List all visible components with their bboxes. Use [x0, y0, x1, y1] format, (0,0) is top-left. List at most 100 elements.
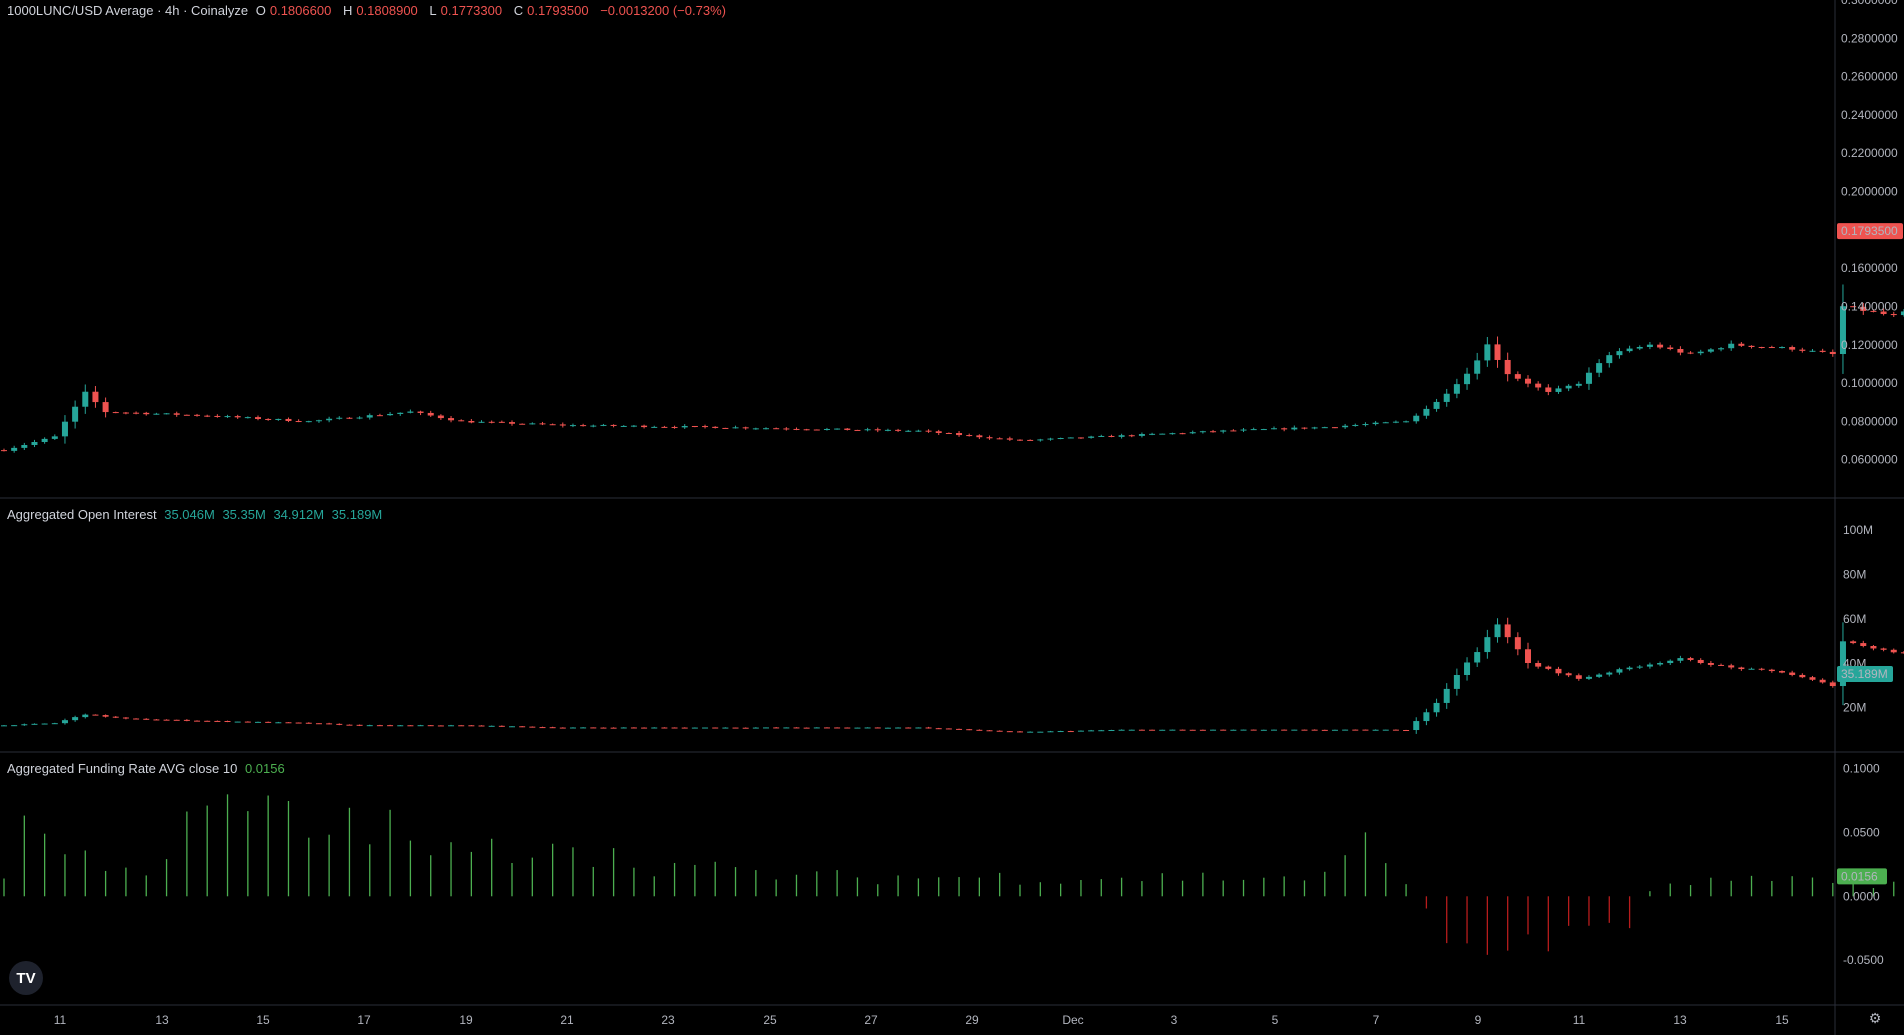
oi-legend-title: Aggregated Open Interest	[7, 507, 157, 522]
price-candle-body	[1199, 431, 1206, 433]
price-candle-body	[590, 425, 597, 427]
funding-legend-value: 0.0156	[244, 761, 285, 776]
price-candle-body	[702, 426, 709, 428]
price-axis-tick-label: 0.1000000	[1841, 376, 1898, 390]
close-label: C	[513, 3, 524, 18]
price-candle-body	[315, 420, 322, 422]
oi-candle-body	[712, 727, 719, 729]
funding-legend: Aggregated Funding Rate AVG close 10 0.0…	[7, 761, 289, 776]
price-candle-body	[1514, 374, 1521, 379]
price-candle-body	[681, 426, 688, 428]
oi-candle-body	[1382, 729, 1389, 731]
price-candle-body	[417, 411, 424, 413]
price-candle-body	[1027, 439, 1034, 441]
price-axis-tick-label: 0.2600000	[1841, 70, 1898, 84]
price-candle-body	[1819, 350, 1826, 352]
price-candle-body	[1596, 363, 1603, 373]
oi-candle-body	[773, 727, 780, 729]
price-candle-body	[722, 427, 729, 429]
oi-candle-body	[925, 727, 932, 729]
price-candle-body	[1321, 427, 1328, 429]
price-candle-body	[1626, 348, 1633, 352]
price-candle-body	[925, 430, 932, 432]
oi-candle-body	[610, 727, 617, 729]
price-candle-body	[224, 416, 231, 418]
price-legend-open: O 0.1806600	[256, 3, 336, 18]
price-candle-body	[1077, 437, 1084, 439]
oi-candle-body	[1758, 668, 1765, 670]
oi-axis-tick-label: 20M	[1843, 701, 1866, 715]
oi-candle-body	[1057, 731, 1064, 733]
price-candle-body	[844, 428, 851, 430]
oi-candle-body	[834, 727, 841, 729]
oi-candle-body	[1565, 673, 1572, 676]
oi-axis-tick-label: 80M	[1843, 568, 1866, 582]
time-axis-tick-label: Dec	[1062, 1013, 1083, 1027]
price-candle-body	[793, 428, 800, 430]
oi-candle-body	[1687, 658, 1694, 660]
price-axis-tick-label: 0.2200000	[1841, 146, 1898, 160]
price-candle-body	[1738, 343, 1745, 346]
price-candle-body	[1575, 383, 1582, 386]
oi-candle-body	[1372, 729, 1379, 731]
price-candle-body	[183, 414, 190, 416]
oi-candle-body	[295, 722, 302, 724]
oi-candle-body	[51, 723, 58, 725]
oi-candle-body	[641, 727, 648, 729]
oi-candle-body	[1128, 729, 1135, 731]
oi-candle-body	[1433, 702, 1440, 713]
oi-candle-body	[346, 724, 353, 726]
funding-legend-title: Aggregated Funding Rate AVG close 10	[7, 761, 238, 776]
time-axis-tick-label: 7	[1373, 1013, 1380, 1027]
open-label: O	[255, 3, 266, 18]
oi-candle-body	[488, 725, 495, 727]
price-candle-body	[61, 421, 68, 437]
price-candle-body	[244, 417, 251, 419]
price-candle-body	[336, 417, 343, 419]
oi-candle-body	[234, 721, 241, 723]
price-candle-body	[1687, 352, 1694, 354]
oi-candle-body	[82, 714, 89, 718]
oi-candle-body	[1260, 729, 1267, 731]
oi-candle-body	[813, 727, 820, 729]
oi-candle-body	[285, 722, 292, 724]
settings-gear-icon[interactable]: ⚙	[1868, 1010, 1882, 1026]
price-candle-body	[1006, 438, 1013, 440]
time-axis-tick-label: 27	[864, 1013, 878, 1027]
funding-axis-tick-label: -0.0500	[1843, 953, 1884, 967]
oi-candle-body	[702, 727, 709, 729]
price-candle-body	[661, 426, 668, 428]
price-axis-tick-label: 0.2000000	[1841, 185, 1898, 199]
price-candle-body	[1585, 372, 1592, 384]
oi-candle-body	[600, 727, 607, 729]
price-candle-body	[1728, 343, 1735, 349]
oi-candle-body	[1585, 676, 1592, 679]
price-legend-high: H 0.1808900	[343, 3, 422, 18]
oi-candle-body	[1819, 679, 1826, 683]
oi-candle-body	[448, 725, 455, 727]
price-candle-body	[1220, 430, 1227, 432]
oi-candle-body	[1403, 730, 1410, 732]
price-candle-body	[641, 425, 648, 428]
tradingview-logo-icon[interactable]: TV	[9, 961, 43, 995]
price-candle-body	[102, 402, 109, 413]
oi-candle-body	[895, 727, 902, 729]
oi-open-value: 35.046M	[164, 507, 215, 522]
oi-candle-body	[407, 725, 414, 727]
price-candle-body	[1260, 429, 1267, 431]
oi-candle-body	[1575, 675, 1582, 679]
oi-candle-body	[1179, 729, 1186, 731]
price-candle-body	[72, 406, 79, 422]
oi-candle-body	[275, 722, 282, 724]
oi-candle-body	[41, 723, 48, 725]
oi-candle-body	[1616, 669, 1623, 673]
oi-candle-body	[224, 720, 231, 722]
oi-candle-body	[1362, 729, 1369, 731]
price-candle-body	[92, 391, 99, 403]
price-candle-body	[387, 413, 394, 416]
price-candle-body	[397, 412, 404, 414]
oi-candle-body	[580, 727, 587, 729]
last-price-badge	[1837, 223, 1903, 240]
price-candle-body	[265, 418, 272, 420]
